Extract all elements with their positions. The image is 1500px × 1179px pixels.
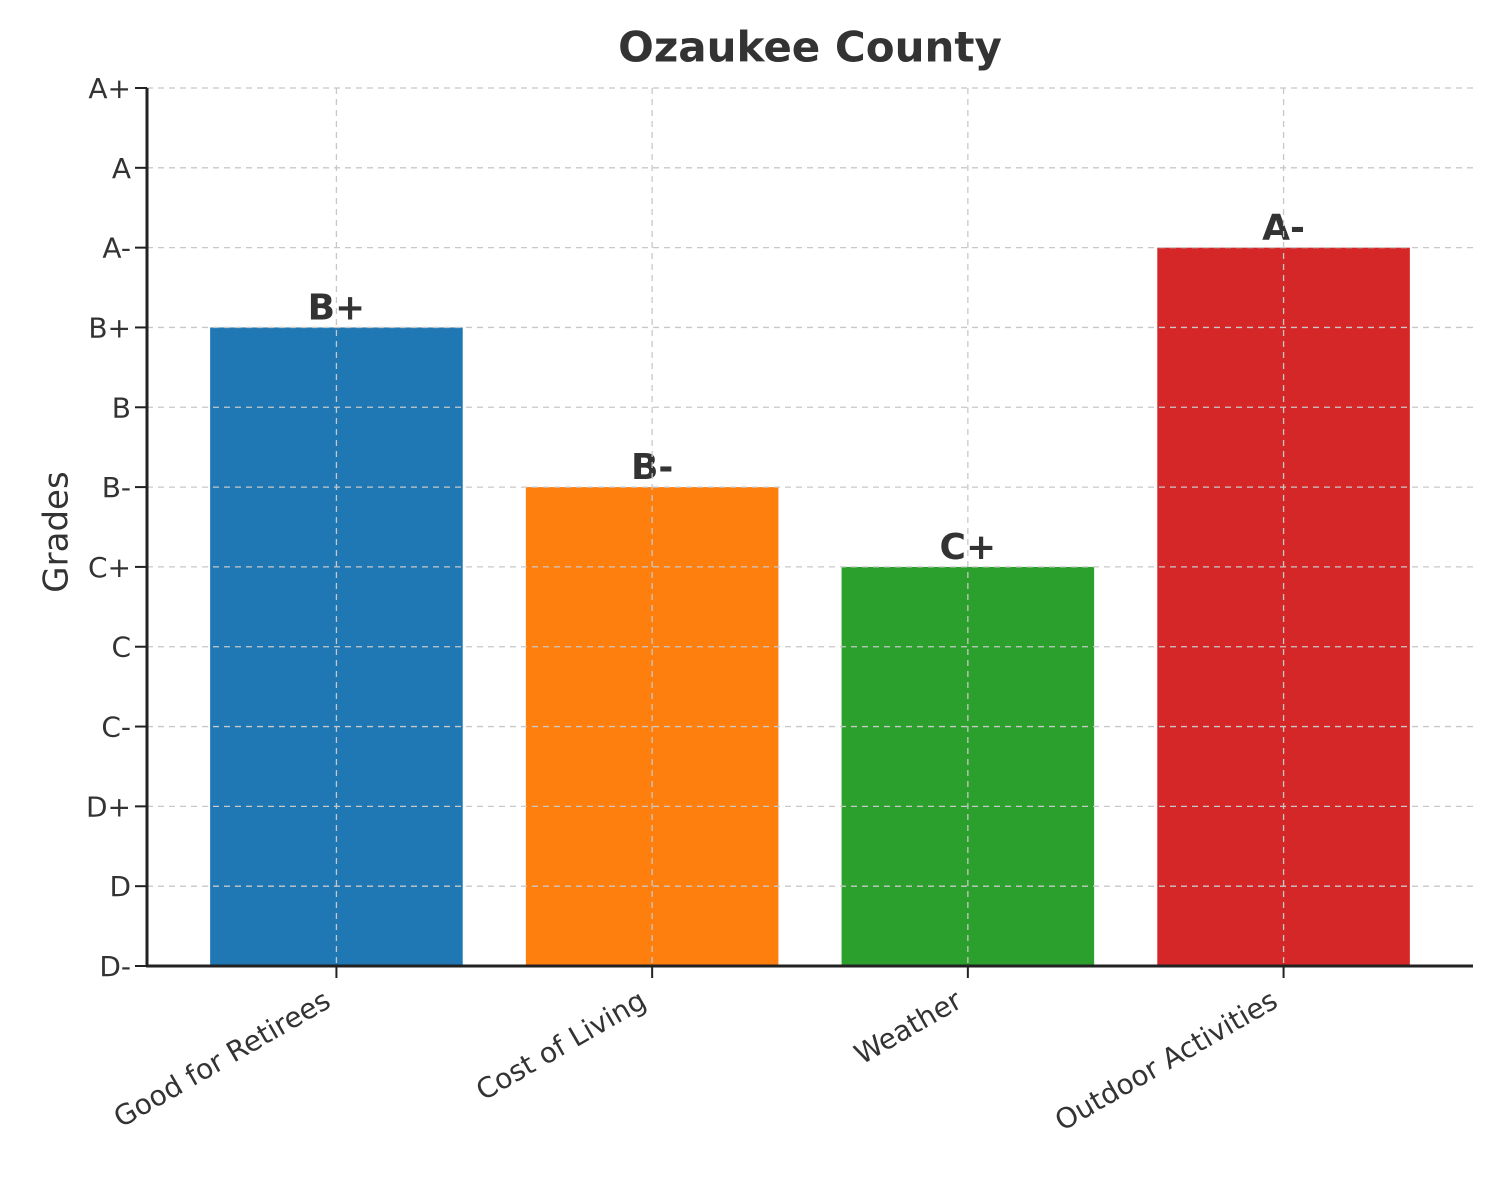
y-tick-label: D-	[99, 950, 131, 983]
y-tick-label: A-	[102, 232, 131, 265]
x-tick-label: Cost of Living	[470, 983, 651, 1107]
y-tick-label: A+	[88, 72, 131, 105]
y-tick-label: B	[112, 391, 131, 424]
y-tick-label: B+	[88, 311, 131, 344]
x-tick-label: Good for Retirees	[108, 983, 336, 1134]
y-tick-label: A	[112, 152, 131, 185]
y-tick-label: C+	[88, 551, 131, 584]
y-tick-label: C-	[101, 711, 131, 744]
x-tick-label: Outdoor Activities	[1049, 983, 1283, 1137]
y-tick-label: B-	[102, 471, 131, 504]
bar	[841, 566, 1095, 966]
chart-title: Ozaukee County	[618, 23, 1002, 72]
y-axis-label: Grades	[37, 471, 77, 592]
y-tick-label: C	[111, 631, 131, 664]
x-tick-label: Weather	[849, 983, 968, 1071]
y-tick-label: D	[109, 870, 131, 903]
y-tick-label: D+	[86, 790, 131, 823]
